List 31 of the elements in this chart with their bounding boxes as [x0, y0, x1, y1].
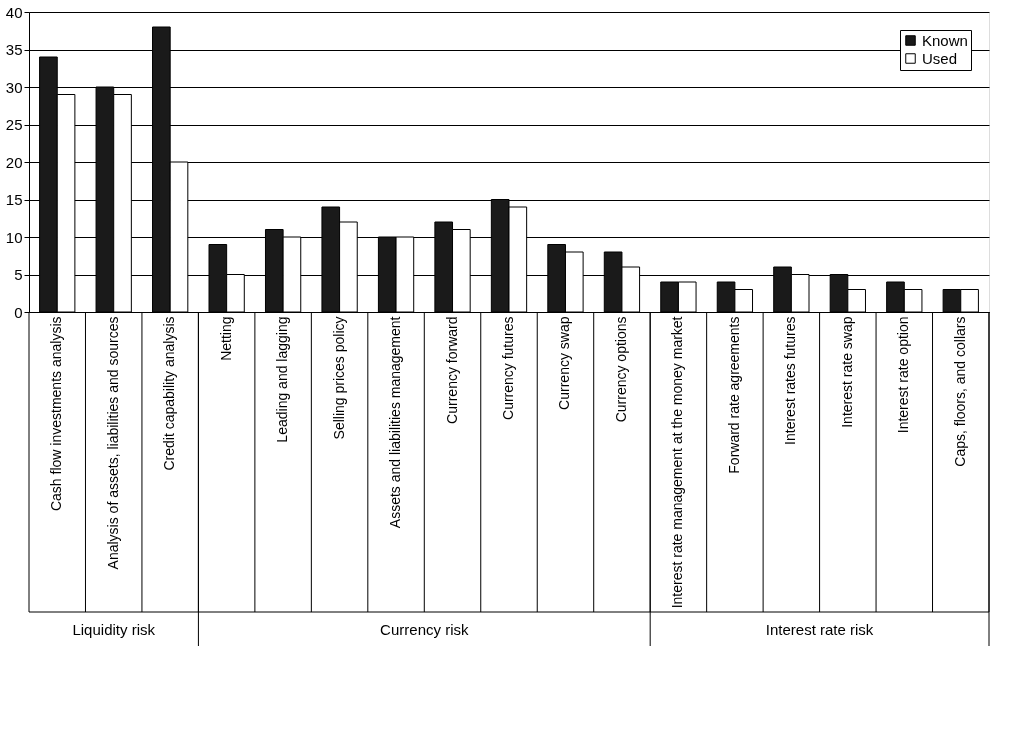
x-tick-label: Assets and liabilities management: [387, 316, 404, 529]
x-tick-label: Interest rate option: [895, 316, 912, 434]
y-tick-label: 15: [5, 191, 23, 208]
x-tick-label: Caps, floors, and collars: [951, 316, 968, 467]
x-tick-label: Interest rates futures: [782, 316, 799, 445]
x-tick-label: Credit capability analysis: [161, 316, 178, 471]
x-tick-label: Cash flow investments analysis: [48, 316, 65, 512]
x-tick-label: Currency futures: [500, 316, 516, 420]
x-tick-label: Selling prices policy: [330, 316, 347, 440]
text: Currency risk: [380, 621, 469, 638]
legend-label: Known: [922, 31, 968, 49]
y-tick-label: 20: [5, 153, 23, 171]
y-tick-label: 25: [5, 116, 23, 133]
y-tick-label: 0: [14, 303, 23, 321]
y-tick-label: 35: [5, 41, 23, 58]
text: Liquidity risk: [72, 621, 156, 638]
y-tick-label: 5: [14, 266, 23, 283]
y-tick-label: 10: [5, 228, 23, 246]
x-tick-label: Netting: [217, 316, 234, 361]
x-tick-label: Currency options: [612, 316, 629, 423]
x-tick-label: Interest rate swap: [838, 316, 855, 428]
y-tick-label: 30: [5, 78, 23, 96]
x-tick-label: Currency swap: [556, 316, 573, 410]
y-tick-label: 40: [5, 3, 23, 21]
x-tick-label: Interest rate management at the money market: [669, 316, 686, 609]
text: Interest rate risk: [765, 621, 874, 638]
x-tick-label: Forward rate agreements: [725, 316, 742, 474]
x-tick-label: Leading and lagging: [274, 316, 291, 443]
x-tick-label: Analysis of assets, liabilities and sources: [104, 316, 121, 570]
legend-label: Used: [922, 49, 958, 67]
x-tick-label: Currency forward: [443, 316, 460, 424]
